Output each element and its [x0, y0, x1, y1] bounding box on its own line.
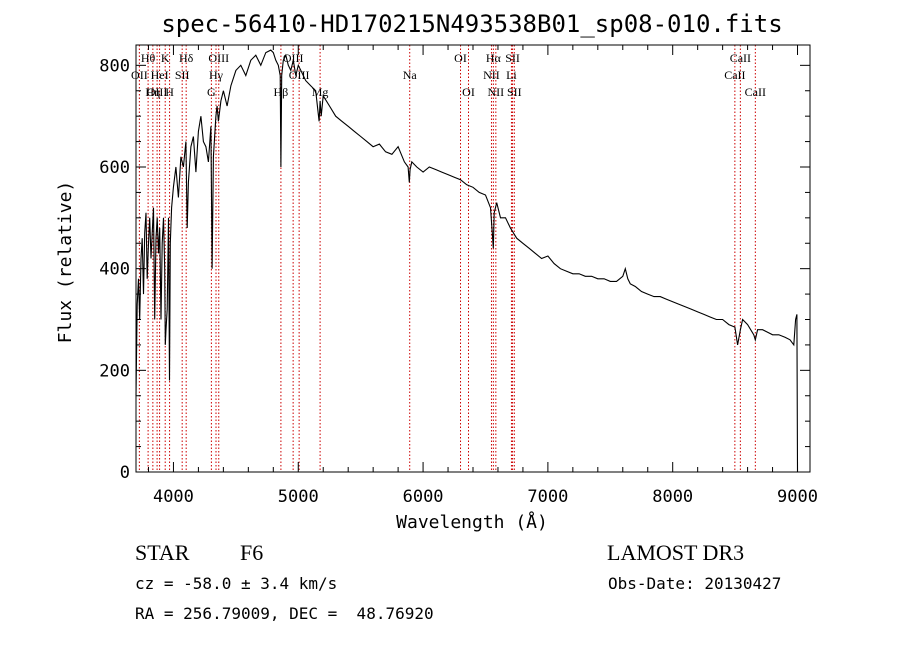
spectral-subclass: F6	[240, 540, 264, 565]
x-tick-label: 4000	[153, 487, 194, 507]
spectral-line-label: Hγ	[209, 68, 224, 82]
object-type: STAR	[135, 540, 190, 565]
spectral-line-label: OIII	[208, 51, 229, 65]
spectral-line-label: CaII	[724, 68, 745, 82]
spectral-line-label: CaII	[745, 85, 766, 99]
spectral-line-label: OIII	[289, 68, 310, 82]
spectral-line-label: Mg	[312, 85, 329, 99]
spectral-line-label: NII	[488, 85, 505, 99]
coordinates: RA = 256.79009, DEC = 48.76920	[135, 604, 434, 623]
spectral-line-label: OI	[454, 51, 467, 65]
x-tick-label: 9000	[777, 487, 818, 507]
y-axis-label: Flux (relative)	[55, 181, 76, 344]
y-tick-label: 200	[99, 361, 130, 381]
x-axis-label: Wavelength (Å)	[396, 511, 548, 533]
chart-title: spec-56410-HD170215N493538B01_sp08-010.f…	[161, 10, 782, 38]
y-tick-label: 400	[99, 260, 130, 280]
spectral-line-label: SII	[505, 51, 520, 65]
spectral-line-label: Li	[506, 68, 517, 82]
flux-series-line	[135, 49, 799, 473]
x-tick-label: 8000	[652, 487, 693, 507]
spectral-line-label: H	[165, 85, 174, 99]
spectral-line-label: HeI	[151, 68, 169, 82]
redshift-velocity: cz = -58.0 ± 3.4 km/s	[135, 574, 338, 593]
x-tick-label: 7000	[527, 487, 568, 507]
x-axis-ticks: 4000 5000 6000 7000 8000 9000	[147, 45, 818, 507]
spectral-line-label: Na	[403, 68, 418, 82]
y-tick-label: 0	[120, 463, 130, 483]
spectral-line-label: Hη	[145, 85, 160, 99]
spectral-line-label: OIII	[147, 85, 168, 99]
y-axis-ticks: 0 200 400 600 800	[99, 56, 810, 483]
spectral-line-label: Hβ	[274, 85, 289, 99]
spectral-line-label: SII	[175, 68, 190, 82]
y-tick-label: 800	[99, 56, 130, 76]
spectral-line-label: G	[207, 85, 216, 99]
spectral-line-label: NII	[483, 68, 500, 82]
spectral-line-label: Hα	[486, 51, 502, 65]
spectral-line-label: Hδ	[179, 51, 194, 65]
x-tick-label: 5000	[278, 487, 319, 507]
spectral-line-label: OI	[462, 85, 475, 99]
observation-date: Obs-Date: 20130427	[608, 574, 782, 593]
x-tick-label: 6000	[403, 487, 444, 507]
plot-frame	[135, 44, 811, 473]
spectral-line-label: OII	[131, 68, 148, 82]
y-tick-label: 600	[99, 158, 130, 178]
spectral-line-label: Hθ	[141, 51, 156, 65]
survey-name: LAMOST DR3	[607, 540, 745, 565]
spectral-line-label: SII	[507, 85, 522, 99]
spectral-line-markers	[138, 45, 756, 472]
spectral-line-label: K	[161, 51, 170, 65]
spectral-line-label: CaII	[730, 51, 751, 65]
